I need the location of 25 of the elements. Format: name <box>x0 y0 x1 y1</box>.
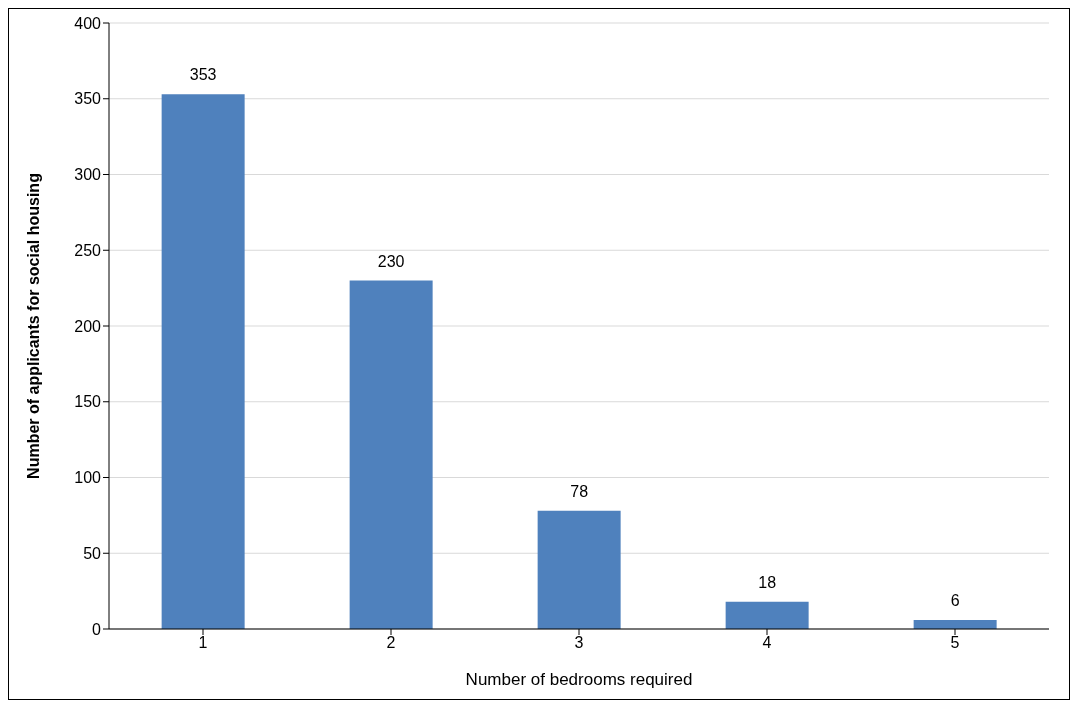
x-tick-label: 2 <box>386 634 396 652</box>
x-tick-label: 3 <box>574 634 584 652</box>
x-tick-label: 1 <box>198 634 208 652</box>
y-tick-label: 300 <box>74 166 102 184</box>
y-axis-title: Number of applicants for social housing <box>24 173 42 479</box>
data-label: 230 <box>377 252 405 270</box>
x-axis-title: Number of bedrooms required <box>465 670 693 689</box>
x-tick-label: 4 <box>762 634 772 652</box>
data-label: 6 <box>950 591 960 609</box>
y-tick-label: 250 <box>74 241 102 259</box>
y-tick-label: 0 <box>92 620 102 638</box>
bar <box>161 94 245 629</box>
x-tick-label: 5 <box>950 634 960 652</box>
bar <box>537 510 621 629</box>
bar <box>349 280 433 629</box>
bar <box>725 601 809 629</box>
y-tick-label: 150 <box>74 393 102 411</box>
y-tick-label: 400 <box>74 14 102 32</box>
data-label: 78 <box>570 482 589 500</box>
y-tick-label: 50 <box>83 544 102 562</box>
y-tick-label: 200 <box>74 317 102 335</box>
data-label: 18 <box>758 573 777 591</box>
y-tick-label: 100 <box>74 469 102 487</box>
data-label: 353 <box>189 66 217 84</box>
y-tick-label: 350 <box>74 90 102 108</box>
